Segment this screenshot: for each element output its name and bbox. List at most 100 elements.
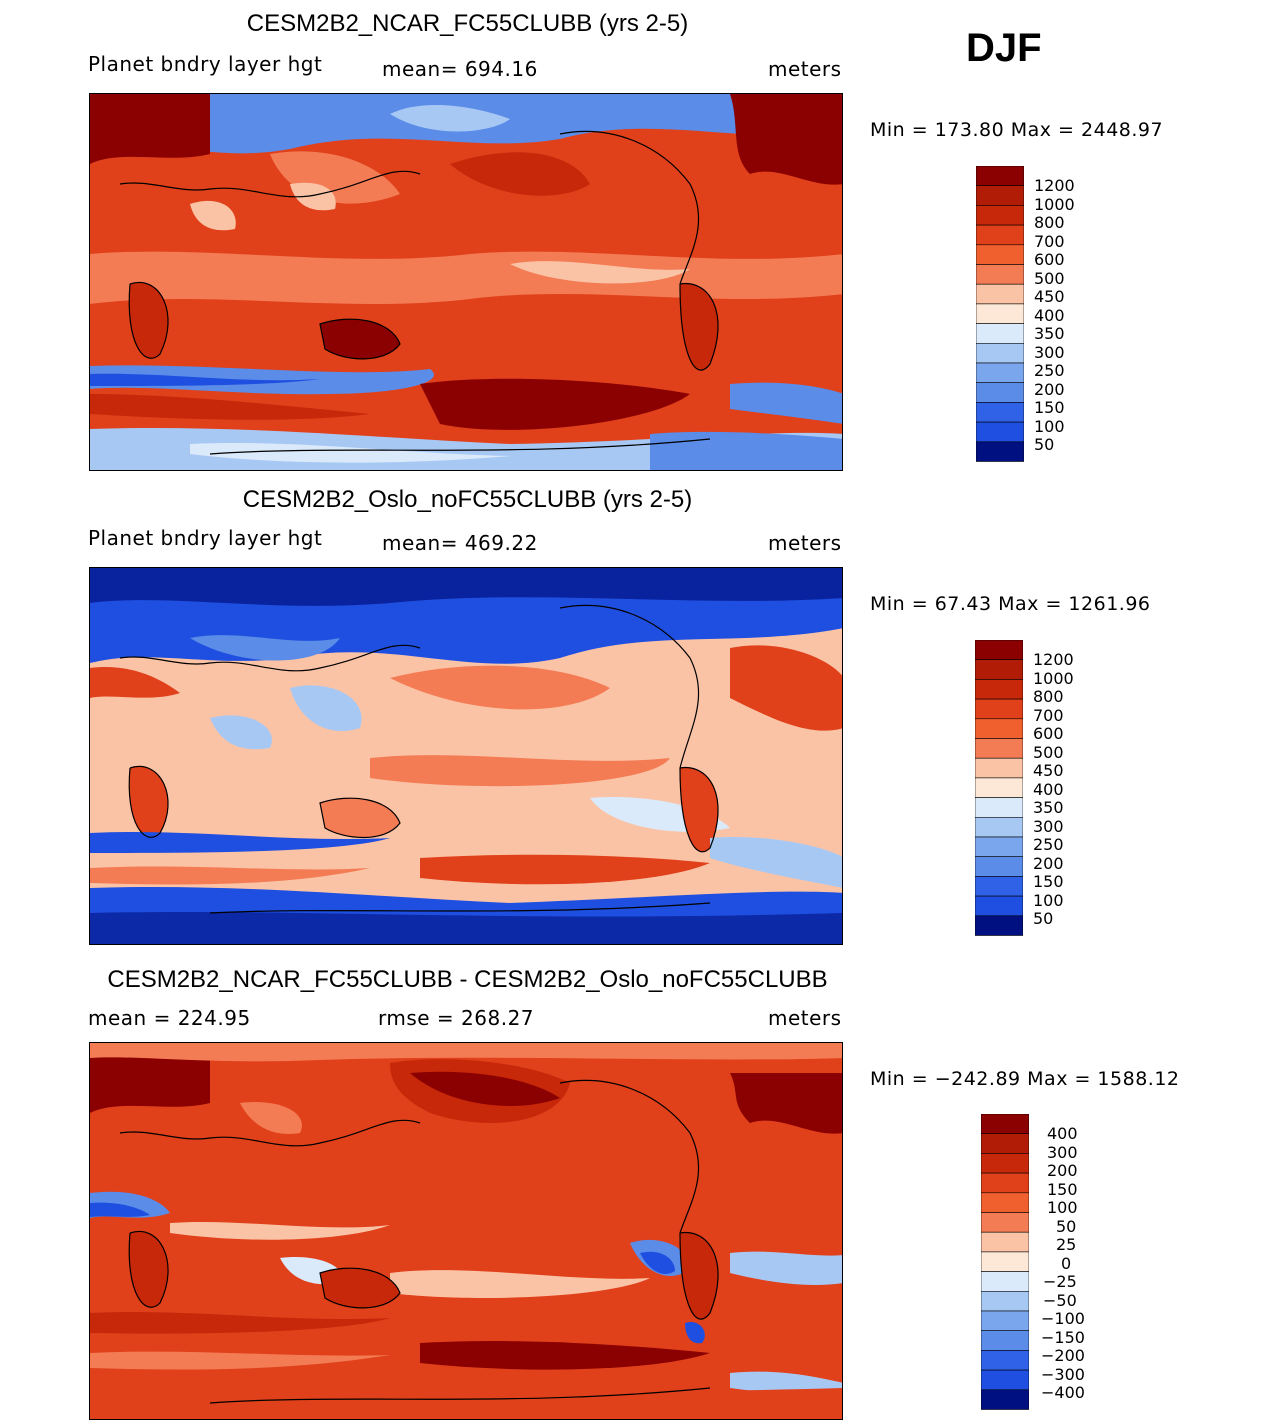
cb2-swatch-1: [974, 639, 1024, 661]
cb1-label: 150: [1034, 398, 1065, 417]
panel-2-colorbar: 1200 1000 800 700 600 500 450 400 350 30…: [974, 639, 1074, 942]
cb3-label: −150: [1041, 1328, 1085, 1347]
cb1-label: 500: [1034, 269, 1065, 288]
cb1-swatch-14: [975, 421, 1025, 443]
cb1-swatch-12: [975, 382, 1025, 403]
cb3-swatch-5: [980, 1192, 1030, 1213]
cb3-label: 100: [1047, 1198, 1078, 1217]
cb2-swatch-13: [974, 876, 1024, 897]
cb3-swatch-2: [980, 1133, 1030, 1154]
cb1-swatch-8: [975, 303, 1025, 324]
panel-1-units: meters: [768, 57, 842, 81]
cb2-swatch-9: [974, 797, 1024, 818]
panel-1-map: [89, 93, 843, 471]
cb1-label: 50: [1034, 435, 1055, 454]
cb3-swatch-6: [980, 1212, 1030, 1233]
cb1-label: 800: [1034, 213, 1065, 232]
cb1-label: 250: [1034, 361, 1065, 380]
cb3-swatch-9: [980, 1271, 1030, 1292]
cb1-swatch-3: [975, 205, 1025, 226]
cb2-swatch-2: [974, 659, 1024, 680]
cb1-swatch-9: [975, 323, 1025, 344]
cb3-swatch-13: [980, 1350, 1030, 1371]
cb3-swatch-4: [980, 1172, 1030, 1194]
cb2-label: 600: [1033, 724, 1064, 743]
cb2-label: 250: [1033, 835, 1064, 854]
cb3-label: 400: [1047, 1124, 1078, 1143]
cb2-label: 200: [1033, 854, 1064, 873]
cb2-label: 800: [1033, 687, 1064, 706]
cb3-label: 300: [1047, 1143, 1078, 1162]
cb3-swatch-3: [980, 1153, 1030, 1174]
cb1-swatch-1: [975, 165, 1025, 187]
panel-2-mean: mean= 469.22: [382, 531, 538, 555]
cb2-label: 700: [1033, 706, 1064, 725]
cb1-label: 350: [1034, 324, 1065, 343]
panel-2-units: meters: [768, 531, 842, 555]
cb2-swatch-10: [974, 817, 1024, 838]
cb3-label: −25: [1043, 1272, 1077, 1291]
cb3-swatch-14: [980, 1369, 1030, 1391]
cb1-swatch-2: [975, 185, 1025, 206]
cb2-label: 300: [1033, 817, 1064, 836]
cb1-label: 1200: [1034, 176, 1075, 195]
cb1-swatch-10: [975, 343, 1025, 364]
cb3-swatch-12: [980, 1330, 1030, 1351]
cb3-swatch-8: [980, 1251, 1030, 1272]
cb3-swatch-10: [980, 1291, 1030, 1312]
panel-3-colorbar-svg: [980, 1113, 1030, 1410]
cb2-label: 50: [1033, 909, 1054, 928]
cb1-label: 700: [1034, 232, 1065, 251]
panel-1-map-svg: [90, 94, 842, 470]
cb2-swatch-6: [974, 738, 1024, 759]
panel-1-colorbar: 1200 1000 800 700 600 500 450 400 350 30…: [975, 165, 1075, 467]
cb2-swatch-14: [974, 895, 1024, 917]
cb1-label: 400: [1034, 306, 1065, 325]
cb3-label: −50: [1043, 1291, 1077, 1310]
cb2-swatch-3: [974, 679, 1024, 700]
cb3-swatch-1: [980, 1113, 1030, 1135]
cb2-swatch-8: [974, 777, 1024, 798]
cb3-label: −100: [1041, 1309, 1085, 1328]
cb1-swatch-11: [975, 362, 1025, 384]
cb3-label: 150: [1047, 1180, 1078, 1199]
panel-3-map-svg: [90, 1043, 842, 1419]
panel-3-colorbar: 400 300 200 150 100 50 25 0 −25 −50 −100…: [980, 1113, 1085, 1416]
panel-3-units: meters: [768, 1006, 842, 1030]
cb1-swatch-4: [975, 224, 1025, 246]
cb2-swatch-12: [974, 856, 1024, 877]
cb1-label: 200: [1034, 380, 1065, 399]
panel-3-rmse: rmse = 268.27: [378, 1006, 535, 1030]
panel-2-map-svg: [90, 568, 842, 944]
cb3-swatch-7: [980, 1231, 1030, 1253]
panel-1-title: CESM2B2_NCAR_FC55CLUBB (yrs 2-5): [246, 10, 689, 37]
cb1-swatch-15: [975, 441, 1025, 462]
cb1-swatch-13: [975, 402, 1025, 423]
cb3-label: 0: [1061, 1254, 1072, 1273]
panel-3-map: [89, 1042, 843, 1420]
cb2-label: 350: [1033, 798, 1064, 817]
cb3-label: −300: [1041, 1365, 1085, 1384]
cb1-label: 1000: [1034, 195, 1075, 214]
cb3-label: 50: [1056, 1217, 1077, 1236]
cb1-label: 600: [1034, 250, 1065, 269]
panel-1-mean: mean= 694.16: [382, 57, 538, 81]
cb2-label: 100: [1033, 891, 1064, 910]
cb2-label: 450: [1033, 761, 1064, 780]
cb2-swatch-7: [974, 757, 1024, 779]
panel-1-variable: Planet bndry layer hgt: [88, 52, 323, 76]
panel-1-minmax: Min = 173.80 Max = 2448.97: [870, 119, 1164, 141]
cb2-label: 500: [1033, 743, 1064, 762]
cb1-swatch-6: [975, 264, 1025, 285]
cb3-label: 200: [1047, 1161, 1078, 1180]
cb3-swatch-11: [980, 1310, 1030, 1332]
cb1-label: 300: [1034, 343, 1065, 362]
panel-2-colorbar-svg: [974, 639, 1024, 936]
cb1-swatch-5: [975, 244, 1025, 265]
panel-3-minmax: Min = −242.89 Max = 1588.12: [870, 1068, 1180, 1090]
panel-2-map: [89, 567, 843, 945]
cb2-swatch-15: [974, 915, 1024, 936]
panel-2-title: CESM2B2_Oslo_noFC55CLUBB (yrs 2-5): [242, 486, 693, 513]
cb2-label: 150: [1033, 872, 1064, 891]
season-label: DJF: [966, 26, 1042, 70]
